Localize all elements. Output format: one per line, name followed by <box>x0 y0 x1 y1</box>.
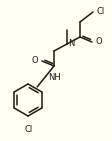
Text: O: O <box>31 56 38 64</box>
Text: Cl: Cl <box>96 6 104 16</box>
Text: Cl: Cl <box>25 125 33 134</box>
Text: O: O <box>95 37 102 46</box>
Text: NH: NH <box>48 72 60 81</box>
Text: N: N <box>67 38 74 48</box>
